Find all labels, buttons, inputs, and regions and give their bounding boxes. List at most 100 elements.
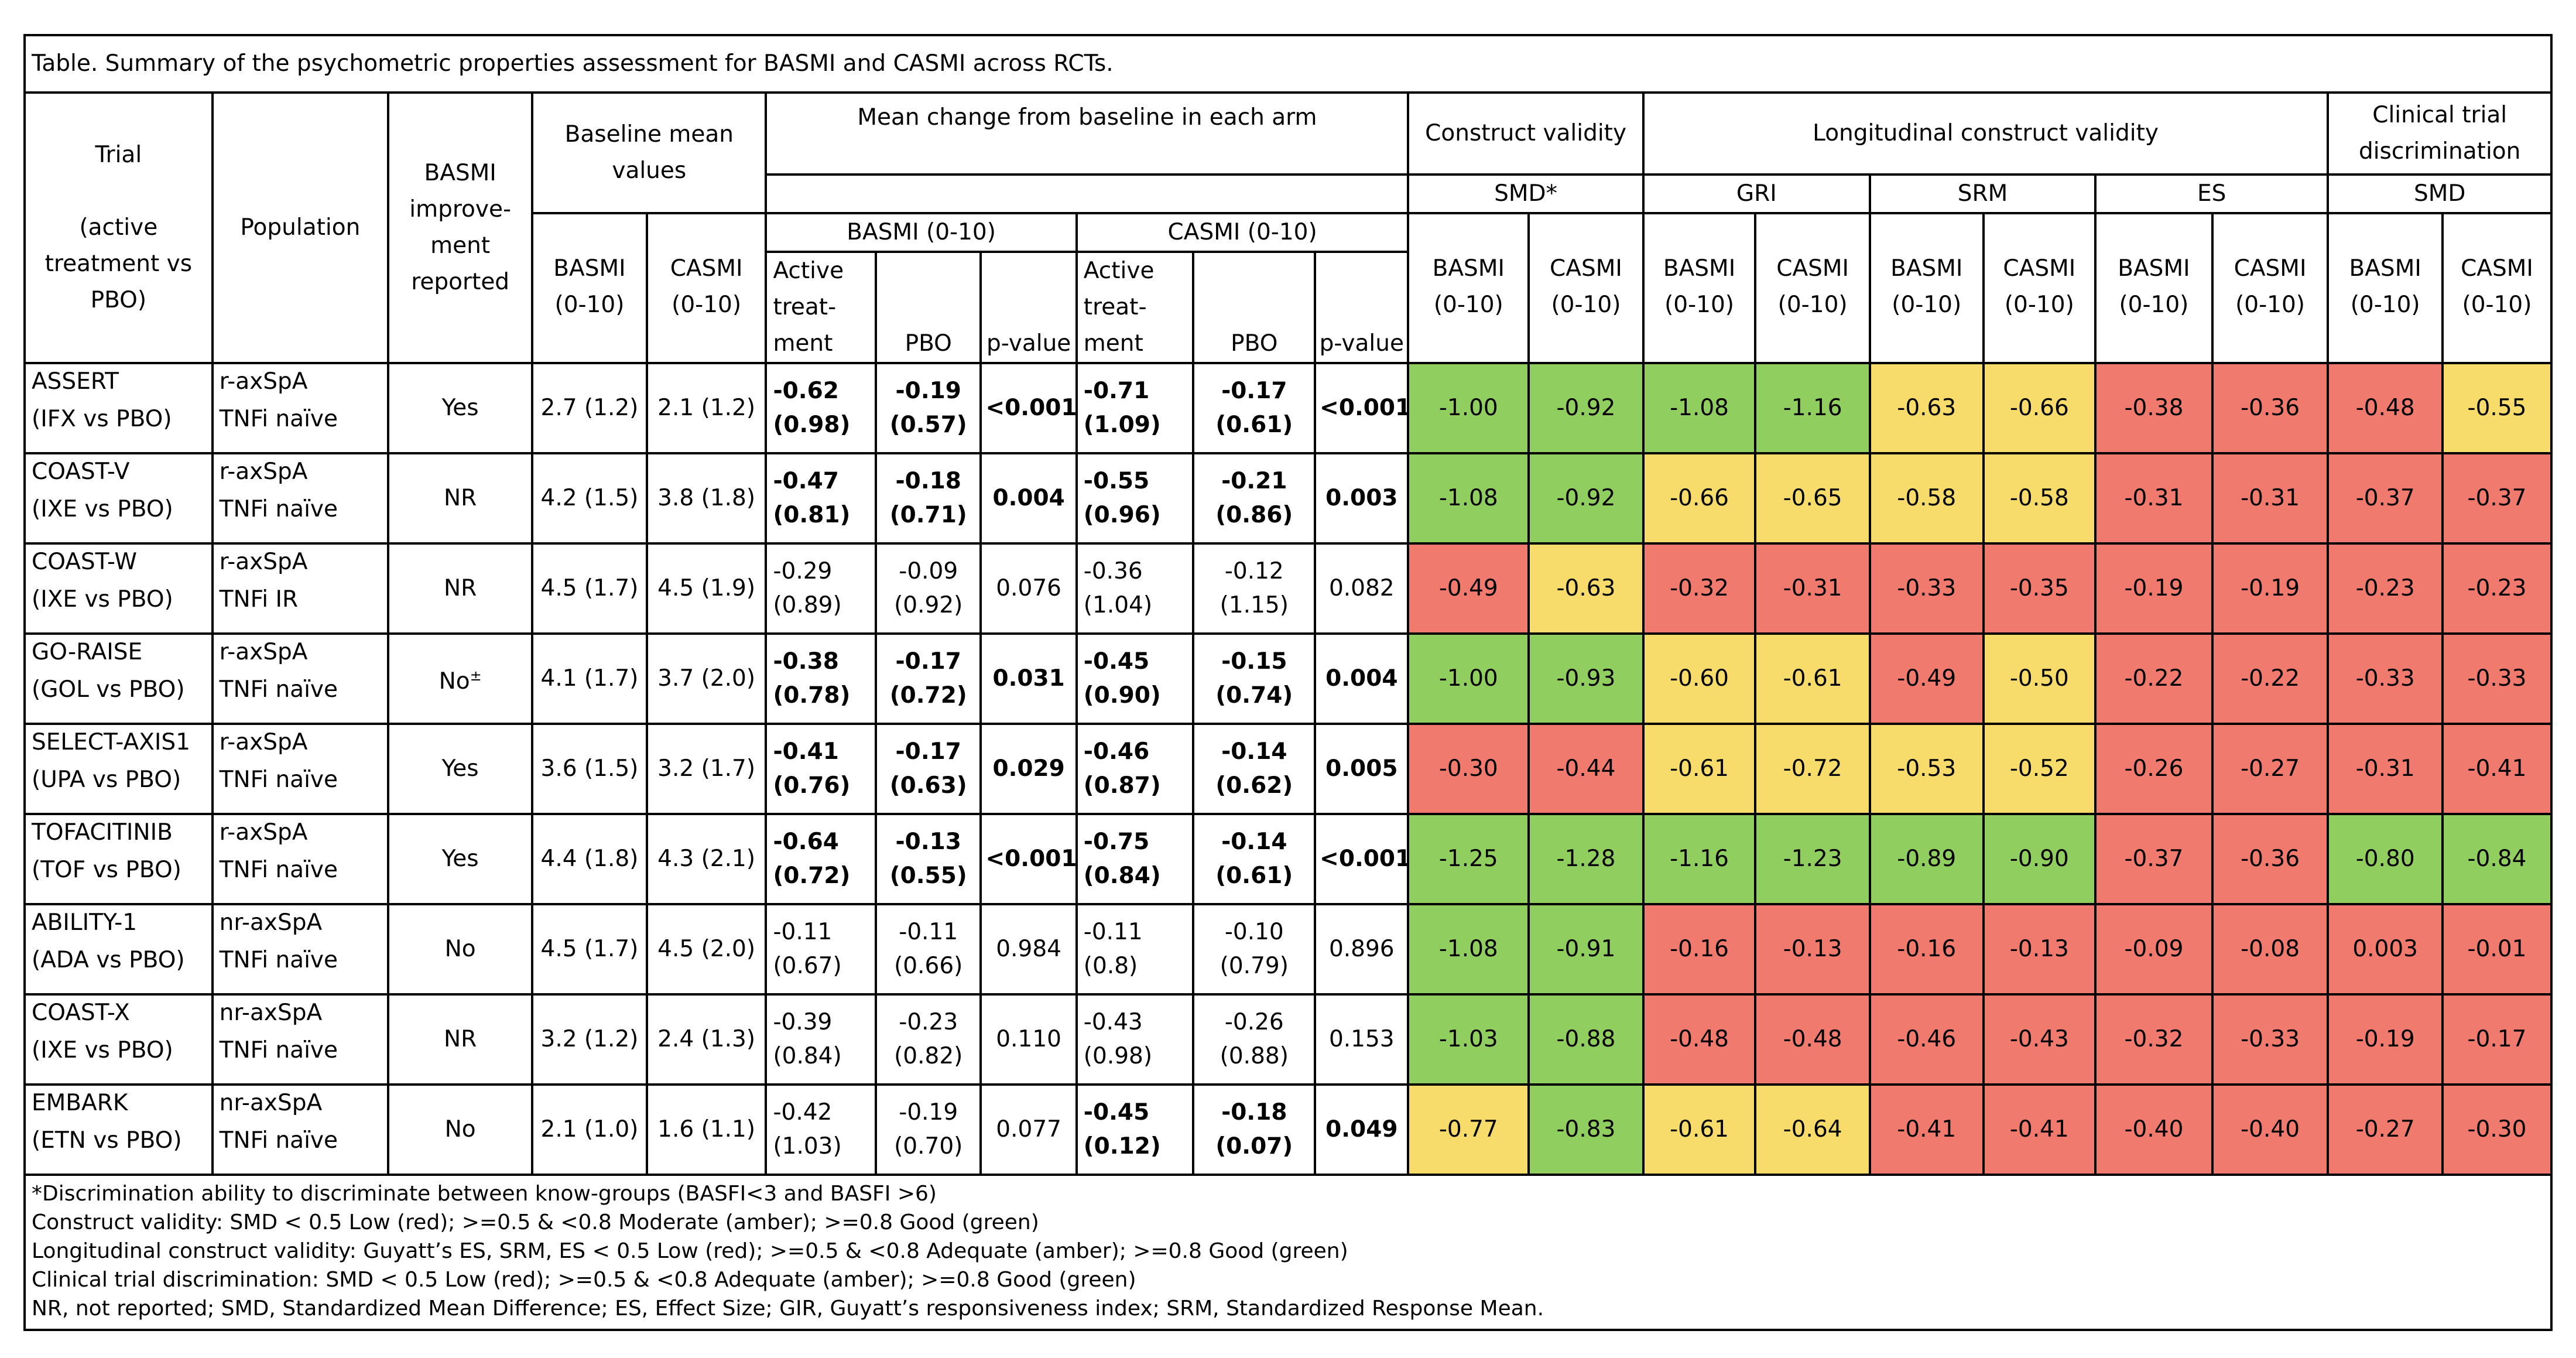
trial-comparison: (ADA vs PBO) xyxy=(32,947,185,973)
header-smd-basmi: BASMI (0-10) xyxy=(2327,212,2444,364)
cell-es-basmi: -0.22 xyxy=(2094,632,2214,725)
trial-name: TOFACITINIB xyxy=(32,819,173,846)
cell-basmi-pbo: -0.17 (0.72) xyxy=(874,632,982,725)
cell-casmi-pbo: -0.17 (0.61) xyxy=(1192,362,1317,454)
cell-srm-casmi: -0.50 xyxy=(1982,632,2097,725)
cell-casmi-active: -0.75 (0.84) xyxy=(1075,813,1195,905)
cell-baseline-casmi: 3.8 (1.8) xyxy=(645,452,768,545)
psychometric-summary-table: Table. Summary of the psychometric prope… xyxy=(23,34,2553,1176)
trial-comparison: (IXE vs PBO) xyxy=(32,1037,173,1063)
cell-gri-basmi: -0.61 xyxy=(1642,1083,1757,1176)
improvement-value: NR xyxy=(444,1026,477,1052)
cell-gri-casmi: -0.31 xyxy=(1754,542,1871,635)
trial-name: COAST-W xyxy=(32,549,137,575)
header-trial-label: Trial xyxy=(95,142,142,168)
cell-srm-casmi: -0.52 xyxy=(1982,723,2097,815)
header-baseline: Baseline mean values xyxy=(531,91,768,214)
cell-baseline-basmi: 2.7 (1.2) xyxy=(531,362,648,454)
cell-basmi-active: -0.29 (0.89) xyxy=(765,542,877,635)
cell-casmi-pbo: -0.18 (0.07) xyxy=(1192,1083,1317,1176)
header-trial: Trial (active treatment vs PBO) xyxy=(23,91,214,364)
cell-smd-casmi: -0.01 xyxy=(2441,903,2553,996)
cell-smd-casmi: -0.30 xyxy=(2441,1083,2553,1176)
population-status: TNFi naïve xyxy=(219,767,338,793)
cell-smd-basmi: -0.27 xyxy=(2327,1083,2444,1176)
population-type: r-axSpA xyxy=(219,819,308,846)
cell-smd-casmi: -0.55 xyxy=(2441,362,2553,454)
cell-improvement: Yes xyxy=(387,723,534,815)
trial-name: EMBARK xyxy=(32,1090,128,1116)
header-casmi-pbo: PBO xyxy=(1192,251,1317,364)
cell-casmi-p: 0.896 xyxy=(1314,903,1410,996)
cell-cv-basmi: -0.30 xyxy=(1407,723,1530,815)
cell-cv-casmi: -0.88 xyxy=(1527,993,1645,1086)
cell-cv-basmi: -1.03 xyxy=(1407,993,1530,1086)
cell-basmi-p: <0.001 xyxy=(979,362,1078,454)
cell-cv-casmi: -0.93 xyxy=(1527,632,1645,725)
header-smd-star: SMD* xyxy=(1407,173,1645,214)
cell-es-basmi: -0.19 xyxy=(2094,542,2214,635)
cell-gri-basmi: -0.60 xyxy=(1642,632,1757,725)
cell-casmi-pbo: -0.15 (0.74) xyxy=(1192,632,1317,725)
cell-smd-casmi: -0.84 xyxy=(2441,813,2553,905)
cell-casmi-active: -0.11 (0.8) xyxy=(1075,903,1195,996)
trial-name: COAST-X xyxy=(32,1000,130,1026)
cell-population: nr-axSpA TNFi naïve xyxy=(211,1083,390,1176)
cell-es-basmi: -0.40 xyxy=(2094,1083,2214,1176)
trial-name: ABILITY-1 xyxy=(32,909,138,936)
header-casmi-active: Active treat-ment xyxy=(1075,251,1195,364)
cell-cv-basmi: -1.08 xyxy=(1407,903,1530,996)
cell-cv-basmi: -0.77 xyxy=(1407,1083,1530,1176)
cell-es-basmi: -0.32 xyxy=(2094,993,2214,1086)
cell-es-basmi: -0.26 xyxy=(2094,723,2214,815)
cell-casmi-pbo: -0.14 (0.62) xyxy=(1192,723,1317,815)
cell-trial: COAST-X (IXE vs PBO) xyxy=(23,993,214,1086)
population-type: r-axSpA xyxy=(219,729,308,755)
cell-es-basmi: -0.38 xyxy=(2094,362,2214,454)
cell-basmi-pbo: -0.23 (0.82) xyxy=(874,993,982,1086)
population-type: nr-axSpA xyxy=(219,1000,323,1026)
cell-baseline-basmi: 4.4 (1.8) xyxy=(531,813,648,905)
header-population: Population xyxy=(211,91,390,364)
trial-comparison: (IXE vs PBO) xyxy=(32,586,173,613)
trial-name: SELECT-AXIS1 xyxy=(32,729,190,755)
trial-name: COAST-V xyxy=(32,459,130,485)
cell-basmi-pbo: -0.19 (0.70) xyxy=(874,1083,982,1176)
table-row: GO-RAISE (GOL vs PBO) r-axSpA TNFi naïve No±… xyxy=(23,632,2553,725)
improvement-value: NR xyxy=(444,485,477,511)
header-es-basmi: BASMI (0-10) xyxy=(2094,212,2214,364)
cell-srm-basmi: -0.58 xyxy=(1868,452,1985,545)
cell-cv-basmi: -1.08 xyxy=(1407,452,1530,545)
cell-gri-casmi: -0.13 xyxy=(1754,903,1871,996)
cell-srm-basmi: -0.16 xyxy=(1868,903,1985,996)
cell-baseline-basmi: 4.5 (1.7) xyxy=(531,542,648,635)
cell-trial: GO-RAISE (GOL vs PBO) xyxy=(23,632,214,725)
table-row: TOFACITINIB (TOF vs PBO) r-axSpA TNFi naïve… xyxy=(23,813,2553,905)
cell-casmi-p: 0.049 xyxy=(1314,1083,1410,1176)
cell-baseline-casmi: 2.1 (1.2) xyxy=(645,362,768,454)
cell-srm-casmi: -0.43 xyxy=(1982,993,2097,1086)
header-cv-basmi: BASMI (0-10) xyxy=(1407,212,1530,364)
cell-smd-basmi: -0.19 xyxy=(2327,993,2444,1086)
population-status: TNFi naïve xyxy=(219,1127,338,1154)
population-status: TNFi naïve xyxy=(219,496,338,522)
cell-improvement: No xyxy=(387,903,534,996)
population-type: r-axSpA xyxy=(219,459,308,485)
table-row: ASSERT (IFX vs PBO) r-axSpA TNFi naïve Yes 2.… xyxy=(23,362,2553,454)
header-longitudinal: Longitudinal construct validity xyxy=(1642,91,2330,176)
cell-gri-basmi: -1.08 xyxy=(1642,362,1757,454)
footnotes-table: *Discrimination ability to discriminate … xyxy=(23,1174,2553,1331)
cell-cv-casmi: -0.44 xyxy=(1527,723,1645,815)
cell-srm-casmi: -0.13 xyxy=(1982,903,2097,996)
population-type: nr-axSpA xyxy=(219,909,323,936)
cell-es-casmi: -0.22 xyxy=(2211,632,2330,725)
cell-smd-basmi: -0.80 xyxy=(2327,813,2444,905)
table-row: SELECT-AXIS1 (UPA vs PBO) r-axSpA TNFi naïv… xyxy=(23,723,2553,815)
population-status: TNFi naïve xyxy=(219,857,338,883)
population-type: r-axSpA xyxy=(219,368,308,395)
cell-cv-casmi: -0.83 xyxy=(1527,1083,1645,1176)
cell-smd-basmi: -0.31 xyxy=(2327,723,2444,815)
cell-srm-casmi: -0.66 xyxy=(1982,362,2097,454)
table-container: Table. Summary of the psychometric prope… xyxy=(23,34,2553,1331)
cell-casmi-active: -0.36 (1.04) xyxy=(1075,542,1195,635)
